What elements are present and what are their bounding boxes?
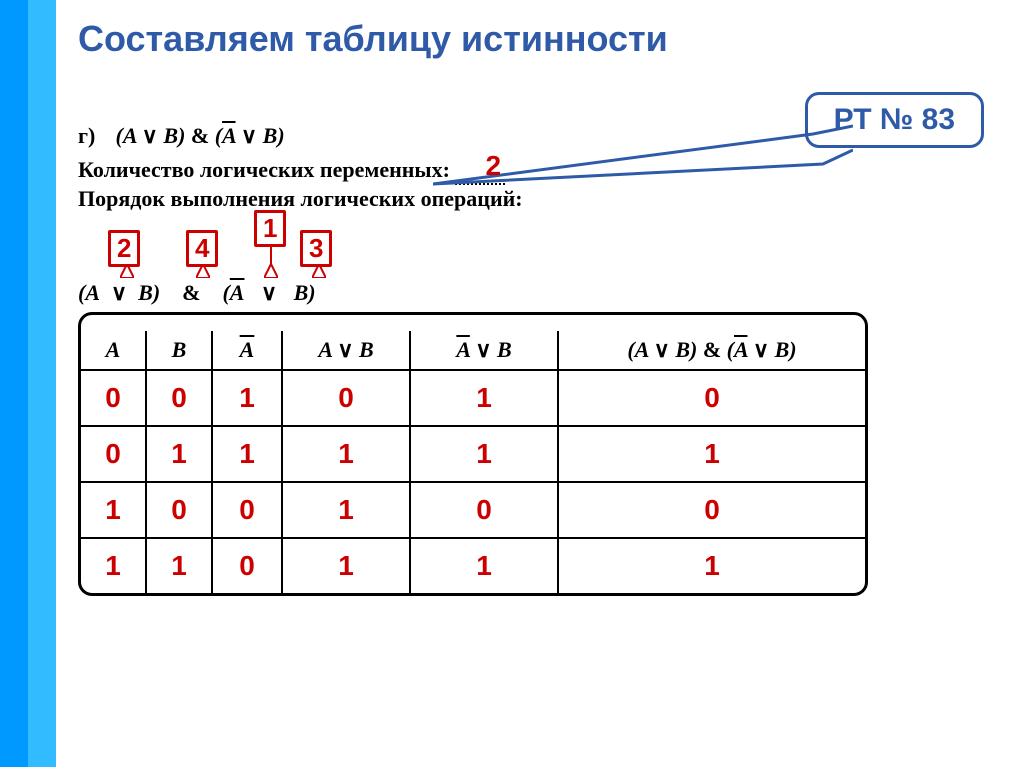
- table-row: 0 1 1 1 1 1: [81, 426, 865, 482]
- cell: 0: [558, 482, 865, 538]
- step-leader-1: [264, 244, 278, 278]
- table-row: 1 1 0 1 1 1: [81, 538, 865, 593]
- truth-table-wrap: A B A A ∨ B A ∨ B (A ∨ B) & (A ∨ B) 0 0 …: [78, 312, 868, 596]
- page-title: Составляем таблицу истинности: [78, 18, 1004, 60]
- col-notAorB: A ∨ B: [410, 331, 558, 370]
- var-count-answer: 2: [485, 150, 501, 181]
- table-row: 0 0 1 0 1 0: [81, 370, 865, 426]
- truth-table-header-row: A B A A ∨ B A ∨ B (A ∨ B) & (A ∨ B): [81, 331, 865, 370]
- cell: 1: [410, 370, 558, 426]
- cell: 0: [146, 482, 212, 538]
- cell: 1: [81, 482, 146, 538]
- op-order-expr: (A ∨ B) & (A ∨ B): [78, 280, 316, 306]
- cell: 1: [282, 538, 410, 593]
- cell: 1: [410, 426, 558, 482]
- step-box-4: 4: [186, 230, 218, 267]
- cell: 1: [146, 426, 212, 482]
- cell: 1: [558, 538, 865, 593]
- cell: 0: [282, 370, 410, 426]
- rt-badge: РТ № 83: [805, 92, 984, 148]
- cell: 1: [212, 426, 282, 482]
- table-row: 1 0 0 1 0 0: [81, 482, 865, 538]
- cell: 1: [81, 538, 146, 593]
- step-box-3: 3: [300, 230, 332, 267]
- cell: 0: [81, 370, 146, 426]
- problem-item-label: г): [78, 122, 110, 150]
- var-count-label: Количество логических переменных:: [78, 157, 450, 182]
- cell: 1: [410, 538, 558, 593]
- truth-table: A B A A ∨ B A ∨ B (A ∨ B) & (A ∨ B) 0 0 …: [81, 331, 865, 593]
- col-notA: A: [212, 331, 282, 370]
- cell: 0: [410, 482, 558, 538]
- col-A: A: [81, 331, 146, 370]
- col-AorB: A ∨ B: [282, 331, 410, 370]
- cell: 1: [282, 426, 410, 482]
- cell: 0: [81, 426, 146, 482]
- side-stripe: [0, 0, 56, 767]
- cell: 1: [282, 482, 410, 538]
- col-B: B: [146, 331, 212, 370]
- stripe-light: [28, 0, 56, 767]
- step-box-2: 2: [108, 230, 140, 267]
- step-box-1: 1: [254, 210, 286, 247]
- op-order: (A ∨ B) & (A ∨ B) 2 4 1 3: [78, 222, 1004, 312]
- stripe-dark: [0, 0, 28, 767]
- cell: 0: [212, 538, 282, 593]
- cell: 1: [212, 370, 282, 426]
- col-result: (A ∨ B) & (A ∨ B): [558, 331, 865, 370]
- cell: 1: [558, 426, 865, 482]
- problem-expr: (A ∨ B) & (A ∨ B): [116, 123, 285, 148]
- op-order-label: Порядок выполнения логических операций:: [78, 185, 1004, 213]
- cell: 0: [212, 482, 282, 538]
- var-count-line: Количество логических переменных: 2: [78, 150, 1004, 185]
- cell: 0: [558, 370, 865, 426]
- cell: 0: [146, 370, 212, 426]
- content-area: Составляем таблицу истинности РТ № 83 г)…: [78, 18, 1004, 747]
- cell: 1: [146, 538, 212, 593]
